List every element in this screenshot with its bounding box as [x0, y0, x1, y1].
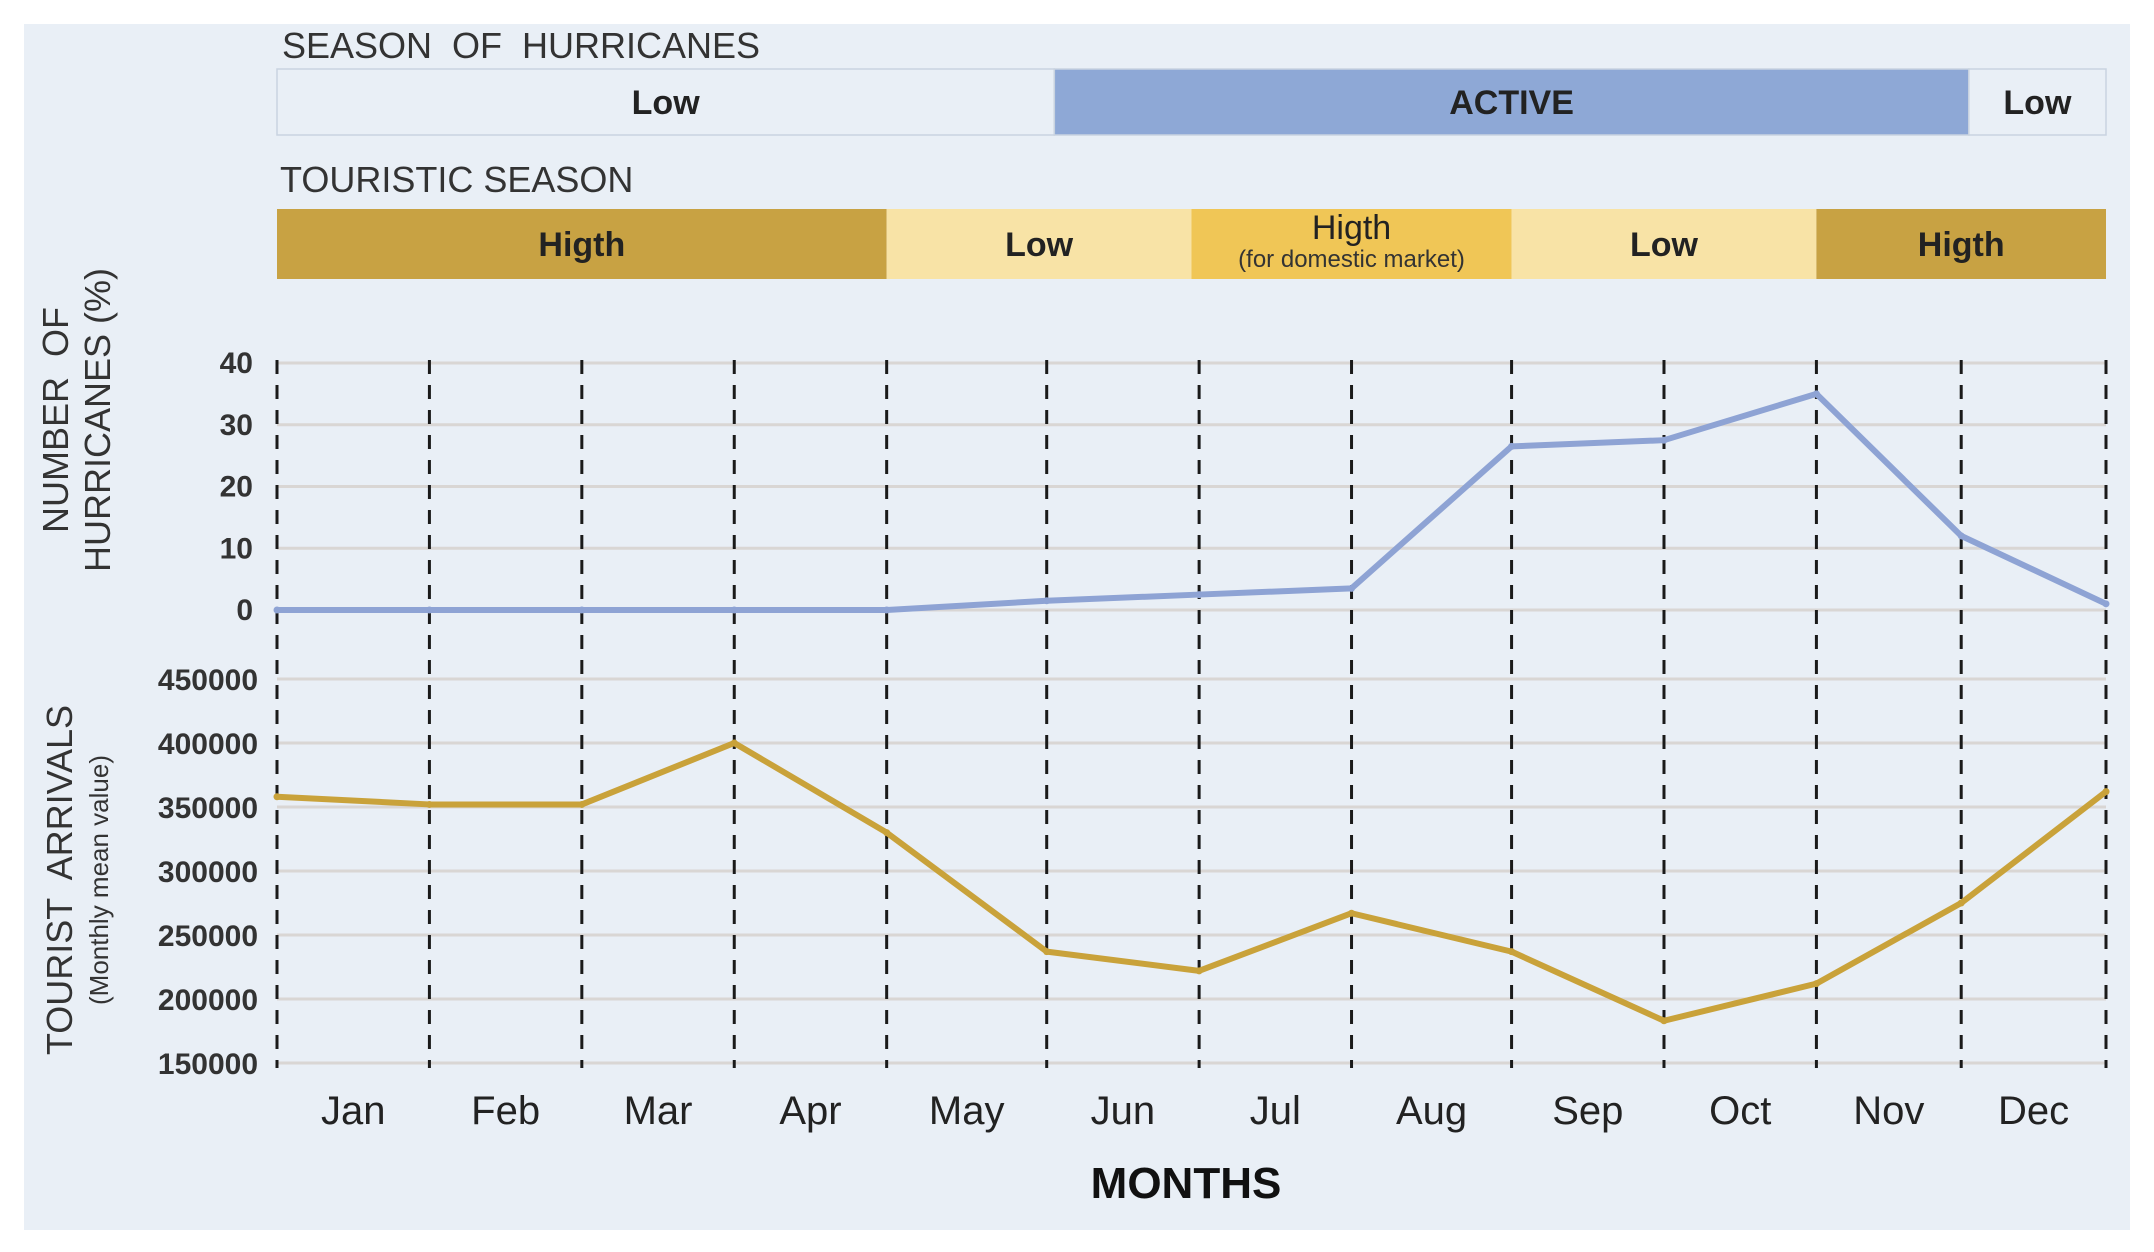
hurricanes-point-3: [578, 606, 586, 614]
month-label-aug: Aug: [1396, 1089, 1467, 1133]
hurricanes-tick-20: 20: [220, 471, 253, 504]
arrivals-tick-450000: 450000: [158, 664, 258, 697]
hurricanes-point-13: [2102, 600, 2110, 608]
touristic-season-title: TOURISTIC SEASON: [280, 159, 633, 200]
hurricanes-point-7: [1195, 591, 1203, 599]
month-labels: Jan Feb Mar Apr May Jun Jul Aug Sep Oct Nov Dec: [321, 1089, 2069, 1133]
arrivals-ylabel: TOURIST ARRIVALS: [39, 705, 80, 1055]
arrivals-point-2: [425, 800, 433, 808]
hurricane-season-band-label-1: Low: [632, 84, 701, 122]
hurricanes-point-11: [1812, 390, 1820, 398]
touristic-season-band-1: [277, 209, 887, 279]
hurricane-season-band-1: [276, 68, 1056, 136]
touristic-season-band-label-1: Higth: [538, 226, 625, 264]
month-label-nov: Nov: [1853, 1089, 1924, 1133]
arrivals-point-12: [1957, 899, 1965, 907]
hurricanes-point-12: [1957, 532, 1965, 540]
arrivals-tick-400000: 400000: [158, 728, 258, 761]
hurricanes-ylabel-line1: NUMBER OF: [35, 307, 76, 533]
hurricanes-ylabel-line2: HURRICANES (%): [77, 268, 118, 572]
arrivals-point-11: [1812, 980, 1820, 988]
month-dividers: [275, 360, 2108, 1068]
month-label-may: May: [929, 1089, 1005, 1133]
arrivals-point-8: [1348, 909, 1356, 917]
hurricanes-tick-0: 0: [236, 594, 253, 627]
hurricane-season-title: SEASON OF HURRICANES: [282, 25, 760, 66]
hurricanes-point-10: [1660, 436, 1668, 444]
arrivals-tick-300000: 300000: [158, 856, 258, 889]
x-axis-title: MONTHS: [1091, 1159, 1282, 1208]
arrivals-tick-350000: 350000: [158, 792, 258, 825]
hurricanes-tick-10: 10: [220, 532, 253, 565]
hurricanes-point-9: [1508, 442, 1516, 450]
arrivals-point-3: [578, 800, 586, 808]
month-label-mar: Mar: [624, 1089, 693, 1133]
touristic-season-band-label-5: Higth: [1918, 226, 2005, 264]
arrivals-point-9: [1508, 948, 1516, 956]
touristic-season-bar: Higth Low Higth(for domestic market) Low Hig…: [277, 209, 2106, 279]
touristic-season-band-3: [1191, 209, 1512, 279]
touristic-season-band-label-4: Low: [1630, 226, 1699, 264]
arrivals-point-6: [1043, 948, 1051, 956]
hurricanes-series: [273, 390, 2110, 614]
month-label-feb: Feb: [471, 1089, 540, 1133]
arrivals-ylabel-sub: (Monthly mean value): [84, 755, 114, 1005]
arrivals-tick-200000: 200000: [158, 984, 258, 1017]
month-label-dec: Dec: [1998, 1089, 2069, 1133]
hurricanes-point-6: [1043, 597, 1051, 605]
arrivals-tick-250000: 250000: [158, 920, 258, 953]
arrivals-series: [273, 739, 2110, 1025]
month-label-sep: Sep: [1552, 1089, 1623, 1133]
month-label-apr: Apr: [779, 1089, 841, 1133]
arrivals-point-7: [1195, 967, 1203, 975]
touristic-season-band-label-3: Higth: [1312, 209, 1391, 247]
month-label-oct: Oct: [1709, 1089, 1771, 1133]
hurricanes-y-ticks: 0 10 20 30 40: [220, 347, 253, 627]
arrivals-tick-150000: 150000: [158, 1048, 258, 1081]
touristic-season-band-4: [1511, 209, 1817, 279]
hurricanes-point-8: [1348, 584, 1356, 592]
hurricanes-tick-40: 40: [220, 347, 253, 380]
hurricane-season-band-label-3: Low: [2003, 84, 2072, 122]
hurricanes-point-5: [883, 606, 891, 614]
hurricane-season-bar: Low ACTIVE Low: [276, 68, 2107, 136]
hurricanes-tick-30: 30: [220, 409, 253, 442]
hurricanes-point-4: [730, 606, 738, 614]
chart-background: [24, 24, 2130, 1230]
month-label-jun: Jun: [1091, 1089, 1156, 1133]
month-label-jul: Jul: [1250, 1089, 1301, 1133]
arrivals-y-ticks: 150000 200000 250000 300000 350000 400000 4500…: [158, 664, 258, 1081]
touristic-season-band-label-2: Low: [1005, 226, 1074, 264]
arrivals-point-1: [273, 793, 281, 801]
hurricanes-point-1: [273, 606, 281, 614]
hurricane-season-band-label-2: ACTIVE: [1449, 84, 1574, 122]
touristic-season-band-2: [886, 209, 1192, 279]
touristic-season-band-sublabel-3: (for domestic market): [1238, 246, 1465, 273]
touristic-season-band-5: [1816, 209, 2106, 279]
month-label-jan: Jan: [321, 1089, 386, 1133]
arrivals-point-5: [883, 829, 891, 837]
arrivals-point-4: [730, 739, 738, 747]
arrivals-point-10: [1660, 1017, 1668, 1025]
arrivals-point-13: [2102, 788, 2110, 796]
hurricane-season-band-2: [1053, 68, 1970, 136]
hurricanes-point-2: [425, 606, 433, 614]
hurricane-season-band-3: [1968, 68, 2107, 136]
